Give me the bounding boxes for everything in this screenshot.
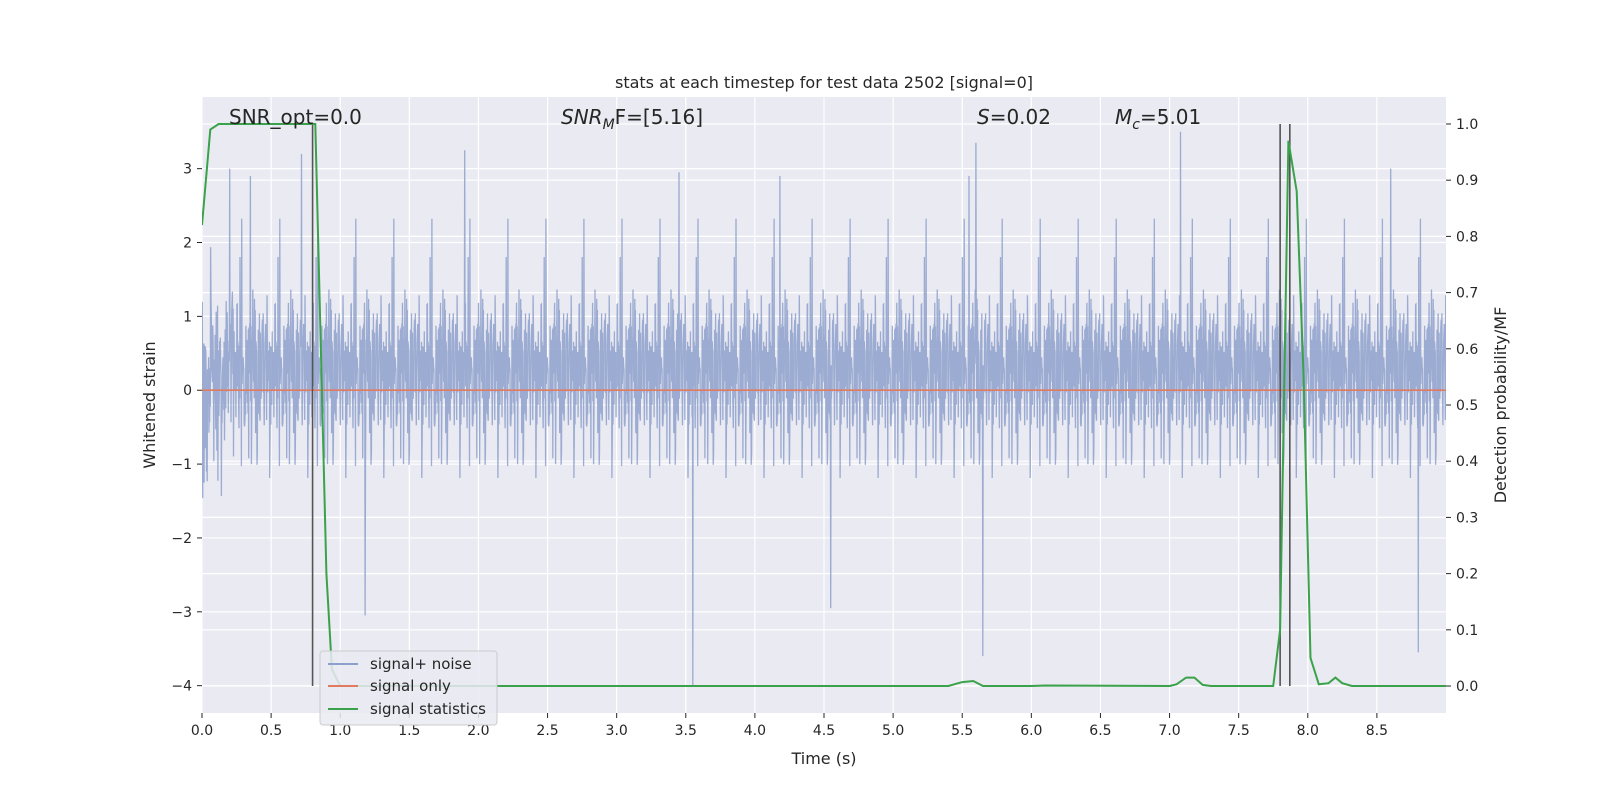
x-tick-label: 7.0 [1158, 723, 1180, 739]
y-tick-label-right: 0.4 [1456, 454, 1478, 470]
x-tick-label: 4.5 [813, 723, 835, 739]
x-tick-label: 3.5 [675, 723, 697, 739]
y-tick-label-left: −4 [171, 679, 192, 695]
y-tick-label-left: 3 [183, 162, 192, 178]
legend-box [319, 650, 498, 726]
y-axis-label-left: Whitened strain [140, 341, 159, 468]
x-tick-label: 1.5 [398, 723, 420, 739]
y-tick-label-right: 0.9 [1456, 173, 1478, 189]
y-tick-label-left: −3 [171, 605, 192, 621]
y-tick-label-left: −2 [171, 531, 192, 547]
series-signal-statistics [202, 123, 1446, 688]
x-tick-label: 0.5 [260, 723, 282, 739]
y-tick-label-left: 2 [183, 236, 192, 252]
axes: 0.0 0.5 1.0 1.5 2.0 2.5 3.0 3.5 4.0 4.5 5.0 5.5 6.0 6… [171, 117, 1478, 739]
annotation-snr-mf: SNRMF=[5.16] [561, 105, 703, 133]
y-tick-label-right: 0.2 [1456, 567, 1478, 583]
y-tick-label-left: −1 [171, 457, 192, 473]
x-tick-label: 2.0 [467, 723, 489, 739]
y-tick-label-right: 1.0 [1456, 117, 1478, 133]
x-tick-label: 4.0 [744, 723, 766, 739]
y-tick-label-right: 0.3 [1456, 510, 1478, 526]
x-axis-label: Time (s) [790, 749, 856, 768]
data-layer [202, 123, 1446, 688]
x-tick-label: 8.5 [1366, 723, 1388, 739]
x-tick-label: 7.5 [1228, 723, 1250, 739]
legend-label-signal-statistics: signal statistics [370, 700, 486, 718]
y-tick-label-right: 0.7 [1456, 286, 1478, 302]
y-tick-label-right: 0.6 [1456, 342, 1478, 358]
x-tick-label: 0.0 [191, 723, 213, 739]
y-tick-label-right: 0.5 [1456, 398, 1478, 414]
legend: signal+ noise signal only signal statist… [319, 650, 498, 726]
x-tick-label: 5.5 [951, 723, 973, 739]
annotation-s: S=0.02 [977, 105, 1051, 129]
chart-title: stats at each timestep for test data 250… [615, 73, 1033, 92]
annotation-mc: Mc=5.01 [1115, 105, 1201, 133]
legend-label-signal-noise: signal+ noise [370, 655, 472, 673]
y-tick-label-right: 0.1 [1456, 623, 1478, 639]
y-tick-label-left: 0 [183, 383, 192, 399]
y-tick-label-right: 0.0 [1456, 679, 1478, 695]
x-tick-label: 6.0 [1020, 723, 1042, 739]
annotation-snr-opt: SNR_opt=0.0 [229, 105, 362, 129]
x-tick-label: 1.0 [329, 723, 351, 739]
y-tick-label-right: 0.8 [1456, 229, 1478, 245]
x-tick-label: 6.5 [1089, 723, 1111, 739]
y-axis-label-right: Detection probability/MF [1491, 307, 1510, 504]
y-tick-label-left: 1 [183, 309, 192, 325]
legend-label-signal-only: signal only [370, 677, 451, 695]
x-tick-label: 2.5 [536, 723, 558, 739]
x-tick-label: 8.0 [1297, 723, 1319, 739]
x-tick-label: 5.0 [882, 723, 904, 739]
x-tick-label: 3.0 [606, 723, 628, 739]
series-signal-noise [202, 131, 1446, 686]
